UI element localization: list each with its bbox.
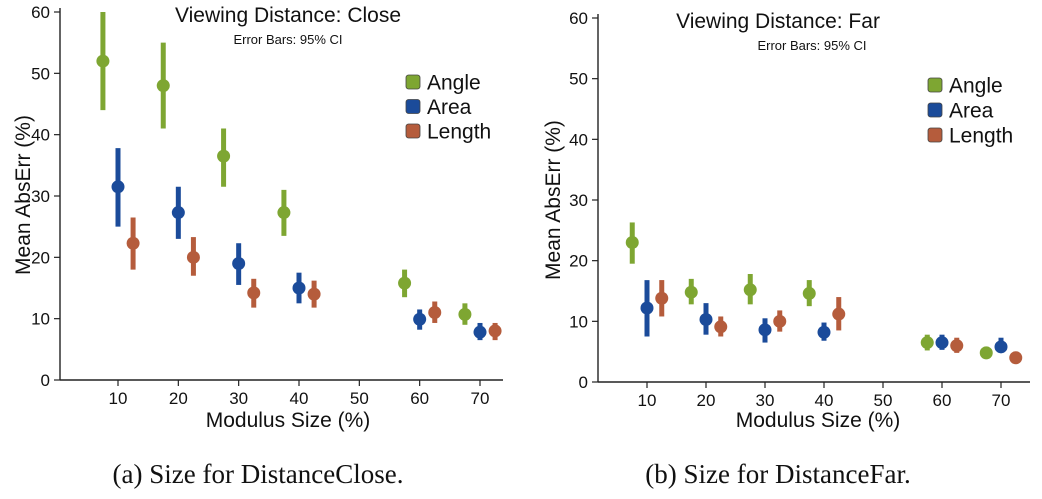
data-point xyxy=(428,306,442,320)
legend-label-length: Length xyxy=(427,121,491,144)
data-point xyxy=(625,235,639,249)
data-point xyxy=(398,276,412,290)
data-point xyxy=(935,336,949,350)
data-point xyxy=(832,307,846,321)
data-point xyxy=(96,54,110,68)
legend-swatch-area xyxy=(405,99,421,114)
data-point xyxy=(994,340,1008,354)
x-axis-label: Modulus Size (%) xyxy=(206,409,371,432)
data-point xyxy=(979,346,993,360)
data-point xyxy=(743,283,757,297)
y-tick-label: 50 xyxy=(569,70,588,89)
series-angle xyxy=(96,12,472,325)
legend-label-length: Length xyxy=(949,125,1013,148)
data-point xyxy=(247,286,261,300)
legend-label-angle: Angle xyxy=(427,72,481,95)
legend-swatch-length xyxy=(927,127,943,143)
y-axis-label: Mean AbsErr (%) xyxy=(12,115,35,275)
x-tick-label: 50 xyxy=(874,391,893,410)
data-point xyxy=(488,324,502,338)
data-point xyxy=(292,281,306,295)
data-point xyxy=(186,250,200,264)
legend-swatch-angle xyxy=(405,74,421,90)
data-point xyxy=(817,325,831,339)
data-point xyxy=(232,256,246,270)
series-length xyxy=(655,280,1023,365)
chart-panel-far: 0 10 20 30 40 50 60 10 20 30 40 50 60 70 Modulus Size … xyxy=(542,9,1030,489)
data-point xyxy=(277,206,291,220)
data-point xyxy=(655,291,669,305)
figure-caption: (a) Size for DistanceClose. xyxy=(113,459,404,489)
data-point xyxy=(458,307,472,321)
legend-swatch-area xyxy=(927,102,943,118)
chart-panel-close: 0 10 20 30 40 50 60 10 20 30 40 50 60 70 Modulus Size … xyxy=(12,3,503,489)
x-tick-label: 50 xyxy=(350,389,369,408)
data-point xyxy=(413,312,427,326)
data-point xyxy=(217,149,231,163)
y-tick-label: 20 xyxy=(569,252,588,271)
y-tick-label: 30 xyxy=(569,191,588,210)
x-tick-label: 60 xyxy=(933,391,952,410)
y-tick-label: 10 xyxy=(569,312,588,331)
data-point xyxy=(156,79,170,93)
legend-label-area: Area xyxy=(949,100,994,123)
data-point xyxy=(473,325,487,339)
y-tick-label: 10 xyxy=(31,310,50,329)
data-point xyxy=(920,336,934,350)
x-tick-label: 70 xyxy=(471,389,490,408)
data-point xyxy=(1009,351,1023,365)
x-tick-label: 60 xyxy=(410,389,429,408)
series-area xyxy=(111,148,487,341)
x-tick-label: 20 xyxy=(169,389,188,408)
data-point xyxy=(714,320,728,334)
y-tick-label: 20 xyxy=(31,248,50,267)
data-point xyxy=(307,287,321,301)
x-tick-label: 30 xyxy=(756,391,775,410)
data-point xyxy=(758,323,772,337)
chart-title: Viewing Distance: Close xyxy=(175,4,401,27)
y-tick-label: 60 xyxy=(31,3,50,22)
figure-caption: (b) Size for DistanceFar. xyxy=(645,459,910,489)
x-tick-label: 10 xyxy=(638,391,657,410)
legend-swatch-length xyxy=(405,123,421,139)
x-tick-label: 20 xyxy=(697,391,716,410)
data-point xyxy=(699,313,713,327)
legend-swatch-angle xyxy=(927,77,943,93)
y-tick-label: 40 xyxy=(569,130,588,149)
series-area xyxy=(640,280,1008,354)
x-tick-label: 40 xyxy=(290,389,309,408)
x-axis-label: Modulus Size (%) xyxy=(736,409,901,432)
chart-title: Viewing Distance: Far xyxy=(676,10,880,33)
y-tick-label: 50 xyxy=(31,64,50,83)
data-point xyxy=(773,314,787,328)
chart-subtitle: Error Bars: 95% CI xyxy=(233,32,342,47)
y-tick-label: 60 xyxy=(569,9,588,28)
data-point xyxy=(640,301,654,315)
data-point xyxy=(126,236,140,250)
x-tick-label: 40 xyxy=(815,391,834,410)
x-tick-label: 70 xyxy=(992,391,1011,410)
y-tick-label: 0 xyxy=(41,371,50,390)
data-point xyxy=(802,286,816,300)
x-tick-label: 30 xyxy=(229,389,248,408)
y-tick-label: 40 xyxy=(31,126,50,145)
series-length xyxy=(126,217,502,341)
data-point xyxy=(950,339,964,353)
x-tick-label: 10 xyxy=(109,389,128,408)
legend-label-area: Area xyxy=(427,96,472,119)
y-tick-label: 0 xyxy=(579,373,588,392)
legend-label-angle: Angle xyxy=(949,75,1003,98)
data-point xyxy=(684,285,698,299)
chart-subtitle: Error Bars: 95% CI xyxy=(757,38,866,53)
y-tick-label: 30 xyxy=(31,187,50,206)
y-axis-label: Mean AbsErr (%) xyxy=(542,120,565,280)
data-point xyxy=(171,206,185,220)
series-angle xyxy=(625,222,993,360)
data-point xyxy=(111,180,125,194)
